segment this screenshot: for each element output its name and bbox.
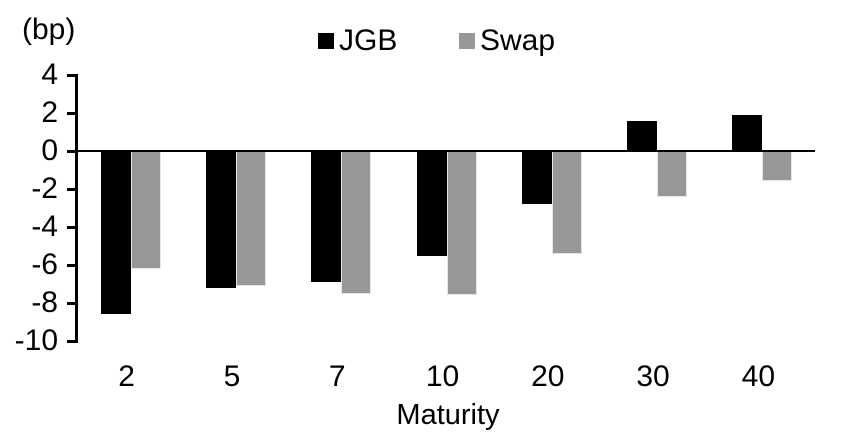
x-axis-category-label: 10 xyxy=(425,360,460,393)
bar-jgb-5 xyxy=(205,151,236,288)
y-axis-tick-label: -2 xyxy=(31,172,58,205)
bar-swap-2 xyxy=(130,151,161,269)
y-axis-tick xyxy=(67,301,75,305)
legend-item-jgb: JGB xyxy=(318,25,397,57)
y-axis-tick xyxy=(67,187,75,191)
bar-jgb-2 xyxy=(100,151,131,315)
bar-swap-5 xyxy=(235,151,266,286)
bar-swap-7 xyxy=(341,151,372,294)
bar-swap-10 xyxy=(446,151,477,296)
bar-jgb-20 xyxy=(521,151,552,205)
y-axis-tick xyxy=(67,73,75,77)
bar-swap-40 xyxy=(762,151,793,182)
y-axis-tick-label: -10 xyxy=(14,324,58,357)
bar-swap-20 xyxy=(551,151,582,254)
x-axis-category-label: 30 xyxy=(636,360,670,393)
y-axis-tick-label: -6 xyxy=(31,248,58,281)
legend-swatch-jgb-icon xyxy=(318,33,334,49)
bar-jgb-40 xyxy=(732,114,763,151)
y-axis-tick xyxy=(67,149,75,153)
y-axis-unit-label: (bp) xyxy=(22,13,76,46)
x-axis-category-label: 40 xyxy=(741,360,776,393)
bar-jgb-10 xyxy=(416,151,447,256)
x-axis-category-label: 5 xyxy=(223,360,241,393)
x-axis-title: Maturity xyxy=(396,399,500,431)
legend-item-swap: Swap xyxy=(459,25,555,57)
bar-jgb-30 xyxy=(627,120,658,151)
bar-swap-30 xyxy=(657,151,688,197)
x-axis-zero-line xyxy=(75,149,815,153)
x-axis-category-label: 2 xyxy=(118,360,135,393)
legend-label-jgb: JGB xyxy=(339,24,398,57)
y-axis-tick-label: 2 xyxy=(41,96,58,129)
bar-jgb-7 xyxy=(311,151,342,283)
legend-label-swap: Swap xyxy=(480,24,556,57)
x-axis-category-label: 7 xyxy=(328,360,346,393)
y-axis-tick xyxy=(67,225,75,229)
y-axis-tick-label: -8 xyxy=(31,286,58,319)
y-axis-tick xyxy=(67,339,75,343)
y-axis-line xyxy=(75,73,78,343)
legend-swatch-swap-icon xyxy=(459,33,475,49)
y-axis-tick-label: -4 xyxy=(31,210,58,243)
y-axis-tick-label: 4 xyxy=(41,58,58,91)
y-axis-tick-label: 0 xyxy=(41,134,58,167)
y-axis-tick xyxy=(67,263,75,267)
x-axis-category-label: 20 xyxy=(531,360,565,393)
legend: JGB Swap xyxy=(0,25,852,57)
y-axis-tick xyxy=(67,111,75,115)
